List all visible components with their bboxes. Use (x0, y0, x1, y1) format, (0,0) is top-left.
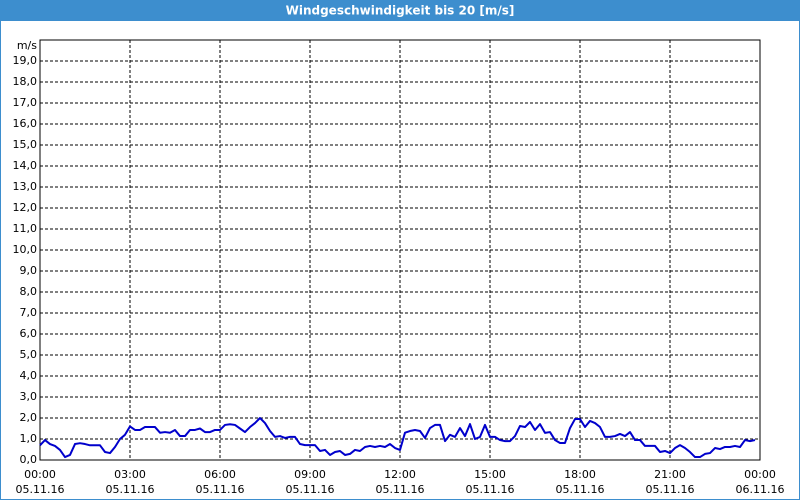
y-tick-label: 10,0 (13, 243, 38, 256)
x-tick-label: 15:00 (474, 468, 506, 481)
x-tick-date: 05.11.16 (16, 483, 65, 496)
x-tick-label: 00:00 (24, 468, 56, 481)
x-tick-label: 09:00 (294, 468, 326, 481)
x-tick-label: 03:00 (114, 468, 146, 481)
y-tick-label: 11,0 (13, 222, 38, 235)
y-tick-label: 19,0 (13, 54, 38, 67)
y-tick-label: 18,0 (13, 75, 38, 88)
y-tick-label: 3,0 (20, 390, 38, 403)
y-tick-label: 4,0 (20, 369, 38, 382)
y-tick-label: 6,0 (20, 327, 38, 340)
y-tick-label: 7,0 (20, 306, 38, 319)
y-tick-label: 1,0 (20, 432, 38, 445)
x-tick-label: 06:00 (204, 468, 236, 481)
x-tick-label: 21:00 (654, 468, 686, 481)
y-tick-label: 9,0 (20, 264, 38, 277)
x-tick-date: 05.11.16 (556, 483, 605, 496)
y-tick-label: 16,0 (13, 117, 38, 130)
plot-border (39, 39, 761, 461)
y-tick-label: 5,0 (20, 348, 38, 361)
y-tick-label: 14,0 (13, 159, 38, 172)
y-tick-label: 8,0 (20, 285, 38, 298)
y-tick-label: 12,0 (13, 201, 38, 214)
y-tick-label: 2,0 (20, 411, 38, 424)
x-tick-date: 06.11.16 (736, 483, 785, 496)
x-tick-label: 00:00 (744, 468, 776, 481)
chart-title: Windgeschwindigkeit bis 20 [m/s] (286, 4, 515, 18)
x-tick-label: 12:00 (384, 468, 416, 481)
x-tick-date: 05.11.16 (196, 483, 245, 496)
x-tick-date: 05.11.16 (286, 483, 335, 496)
x-tick-date: 05.11.16 (466, 483, 515, 496)
x-tick-date: 05.11.16 (376, 483, 425, 496)
y-axis-label: m/s (17, 39, 37, 52)
x-tick-label: 18:00 (564, 468, 596, 481)
x-tick-date: 05.11.16 (106, 483, 155, 496)
y-tick-label: 17,0 (13, 96, 38, 109)
y-tick-label: 13,0 (13, 180, 38, 193)
data-line (39, 417, 756, 459)
x-tick-date: 05.11.16 (646, 483, 695, 496)
title-bar (0, 0, 800, 21)
y-tick-label: 0,0 (20, 453, 38, 466)
y-tick-label: 15,0 (13, 138, 38, 151)
